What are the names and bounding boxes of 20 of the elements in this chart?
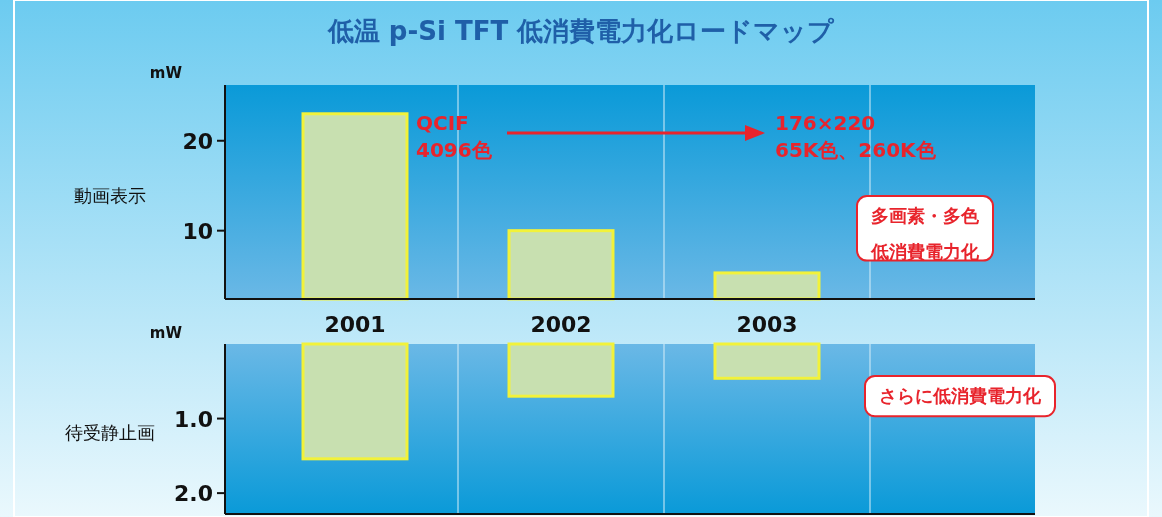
y-axis-title: 待受静止画 (65, 422, 155, 443)
annotation: さらに低消費電力化 (879, 385, 1042, 406)
y-tick-label: 1.0 (174, 406, 213, 432)
x-tick-label: 2003 (736, 312, 798, 337)
annotation: 176×220 65K色、260K色 (775, 111, 937, 162)
x-tick-label: 2002 (530, 312, 592, 337)
text: mW (149, 64, 183, 82)
bar (507, 342, 615, 398)
bar (301, 342, 409, 461)
y-axis-title: 動画表示 (74, 185, 146, 206)
annotation: 低消費電力化 (870, 241, 980, 262)
y-tick-label: 2.0 (174, 481, 213, 507)
bar (713, 342, 821, 380)
x-tick-label: 2001 (324, 312, 386, 337)
annotation: 多画素・多色 (871, 205, 980, 226)
text: mW (149, 324, 183, 342)
y-tick-label: 20 (182, 128, 213, 154)
annotation: QCIF 4096色 (416, 111, 493, 162)
y-tick-label: 10 (182, 218, 213, 244)
chart-title: 低温 p-Si TFT 低消費電力化ロードマップ (326, 16, 836, 46)
